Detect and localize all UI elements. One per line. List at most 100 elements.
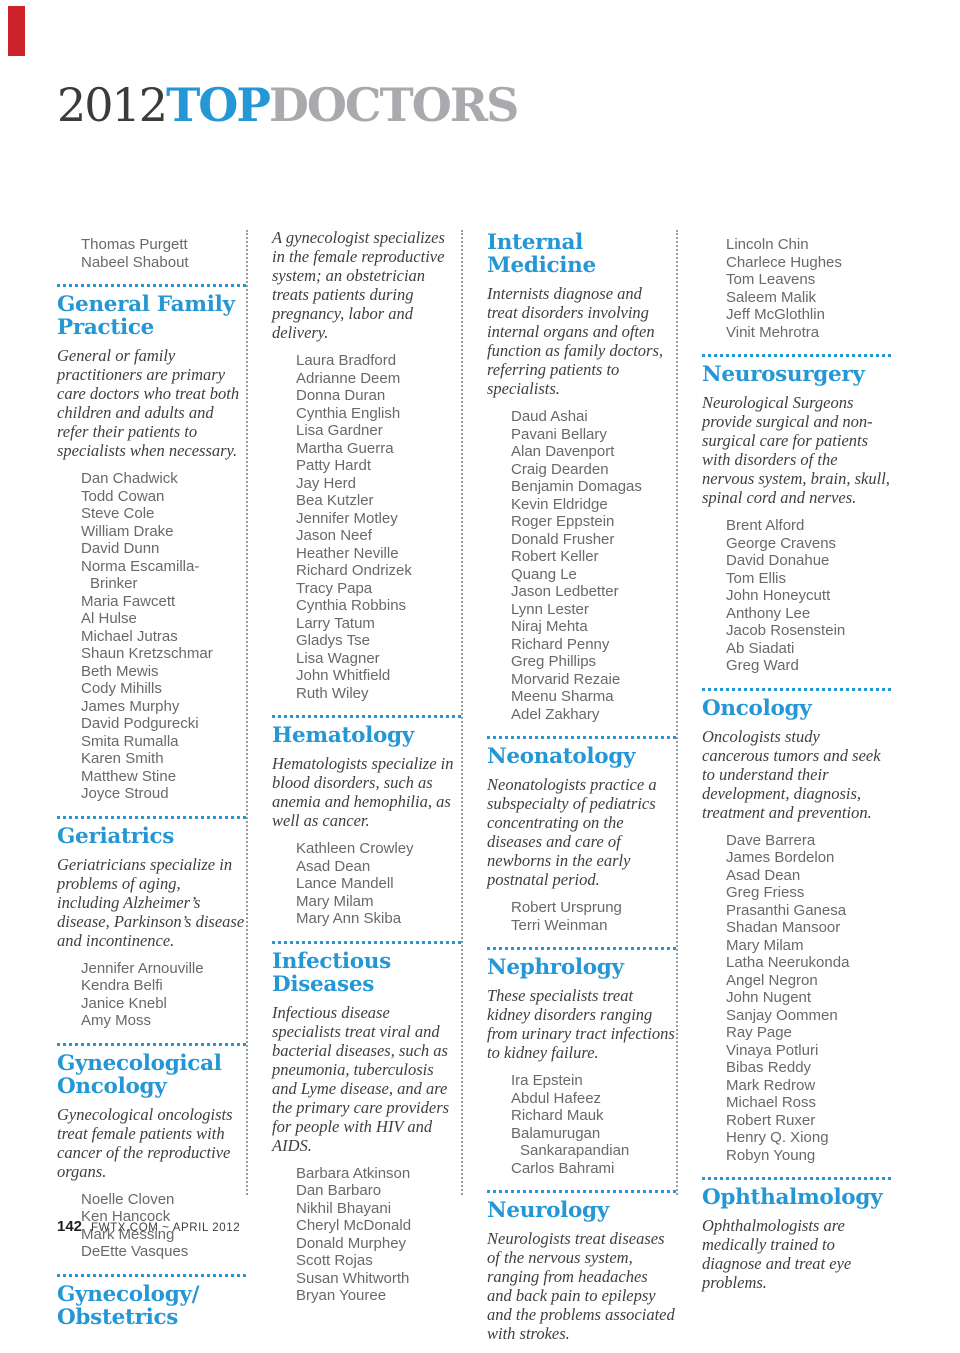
page-footer: 142 FWTX.COM ~ APRIL 2012: [57, 1218, 240, 1235]
doctor-name: Niraj Mehta: [511, 618, 588, 635]
dotted-separator: [702, 1177, 891, 1180]
section-description: A gynecologist specializes in the female…: [272, 228, 445, 342]
doctor-name: John Whitfield: [296, 667, 391, 684]
column-3: Internal Medicine Internists diagnose and…: [487, 228, 676, 1353]
dotted-separator: [702, 354, 891, 357]
doctor-name: Heather Neville: [296, 544, 399, 562]
dotted-separator: [272, 940, 461, 944]
doctor-name: Benjamin Domagas: [511, 478, 642, 495]
section-heading: Neurosurgery: [702, 362, 865, 387]
doctor-name: Kendra Belfi: [81, 977, 163, 994]
section-description: These specialists treat kidney disorders…: [487, 986, 675, 1062]
doctor-name: Asad Dean: [296, 857, 371, 875]
section-description: Neonatologists practice a subspecialty o…: [487, 775, 657, 889]
doctor-name: Bea Kutzler: [296, 492, 374, 509]
doctor-name: Jacob Rosenstein: [726, 622, 846, 639]
doctor-name-list: Dave Barrera James Bordelon Asad Dean Greg …: [702, 832, 891, 1165]
doctor-name: Ab Siadati: [726, 639, 795, 657]
section-description: Neurological Surgeons provide surgical a…: [702, 393, 890, 507]
doctor-name: John Nugent: [726, 989, 812, 1006]
doctor-name: Tracy Papa: [296, 579, 373, 597]
doctor-name: Donald Murphey: [296, 1234, 407, 1252]
doctor-name: Craig Dearden: [511, 460, 609, 478]
doctor-name: James Bordelon: [726, 849, 835, 866]
doctor-name: Saleem Malik: [726, 288, 817, 306]
doctor-name: Daud Ashai: [511, 408, 588, 425]
doctor-name: Balamurugan Sankarapandian: [511, 1124, 630, 1160]
red-accent-mark: [8, 6, 25, 56]
section-description: Infectious disease specialists treat vir…: [272, 1002, 450, 1155]
doctor-name: Vinit Mehrotra: [726, 323, 820, 341]
title-year: 2012: [57, 78, 168, 132]
doctor-name: Norma Escamilla-Brinker: [81, 557, 200, 593]
doctor-name-list: Kathleen Crowley Asad Dean Lance Mandell Ma…: [272, 840, 461, 928]
dotted-separator: [57, 284, 246, 287]
doctor-name: Susan Whitworth: [296, 1269, 410, 1287]
section-description: Internists diagnose and treat disorders …: [487, 284, 663, 398]
doctor-name: Mark Redrow: [726, 1076, 816, 1094]
section-description: Neurologists treat diseases of the nervo…: [487, 1229, 675, 1343]
column-divider: [676, 230, 678, 1195]
doctor-name: Donna Duran: [296, 387, 386, 404]
doctor-name: Robert Ruxer: [726, 1111, 816, 1129]
title-doctors: DOCTORS: [268, 78, 519, 132]
doctor-name: Maria Fawcett: [81, 592, 176, 610]
section-heading: Neurology: [487, 1198, 609, 1223]
doctor-name: Michael Ross: [726, 1094, 817, 1111]
dotted-separator: [57, 1273, 246, 1277]
magazine-page: { "masthead": { "year": "2012", "top": "…: [8, 6, 891, 1343]
doctor-name: Lisa Wagner: [296, 649, 380, 667]
doctor-name: George Cravens: [726, 534, 837, 552]
doctor-name: Steve Cole: [81, 505, 155, 522]
doctor-name: Dan Chadwick: [81, 470, 178, 487]
column-divider: [461, 230, 463, 1195]
doctor-name: Richard Penny: [511, 635, 610, 653]
doctor-name: Cynthia English: [296, 404, 401, 422]
doctor-name: Latha Neerukonda: [726, 954, 850, 971]
doctor-name: Amy Moss: [81, 1012, 152, 1029]
doctor-name: Lisa Gardner: [296, 422, 383, 439]
doctor-name-list: Noelle Cloven Ken Hancock Mark Messing DeEt…: [57, 1191, 246, 1261]
doctor-name-list: Laura Bradford Adrianne Deem Donna Duran Cy…: [272, 352, 461, 702]
doctor-name: Noelle Cloven: [81, 1190, 175, 1208]
doctor-name: Adel Zakhary: [511, 705, 600, 723]
doctor-name: Bibas Reddy: [726, 1059, 812, 1076]
doctor-name: Terri Weinman: [511, 916, 608, 934]
section-heading: General Family Practice: [57, 292, 235, 340]
column-divider: [246, 230, 248, 1195]
doctor-name: Morvarid Rezaie: [511, 670, 621, 688]
doctor-name: Lance Mandell: [296, 875, 394, 892]
dotted-separator: [487, 736, 676, 739]
dotted-separator: [702, 687, 891, 691]
doctor-name: Robert Keller: [511, 548, 599, 565]
section-heading: Infectious Diseases: [272, 948, 391, 997]
doctor-name: Bryan Youree: [296, 1287, 387, 1304]
doctor-name: Scott Rojas: [296, 1252, 373, 1269]
section-description: Oncologists study cancerous tumors and s…: [702, 726, 881, 822]
doctor-name-list: Lincoln Chin Charlece Hughes Tom Leavens Sa…: [702, 236, 891, 341]
title-top: TOP: [166, 78, 271, 132]
doctor-name: Quang Le: [511, 565, 577, 583]
doctor-name: Barbara Atkinson: [296, 1164, 411, 1182]
doctor-name: Jason Neef: [296, 527, 372, 544]
doctor-name: Thomas Purgett: [81, 236, 188, 253]
doctor-name: David Dunn: [81, 540, 160, 557]
doctor-name: Anthony Lee: [726, 604, 811, 622]
doctor-name: Angel Negron: [726, 971, 818, 989]
doctor-name: Richard Ondrizek: [296, 562, 412, 579]
doctor-name: Lynn Lester: [511, 600, 589, 618]
doctor-name: Nabeel Shabout: [81, 253, 189, 271]
page-number: 142: [57, 1218, 83, 1235]
doctor-name: Cynthia Robbins: [296, 597, 407, 614]
doctor-name: David Donahue: [726, 552, 830, 569]
doctor-name: Brent Alford: [726, 517, 805, 534]
doctor-name: Dave Barrera: [726, 831, 816, 849]
doctor-name: Joyce Stroud: [81, 785, 169, 802]
doctor-name: Smita Rumalla: [81, 732, 179, 750]
doctor-name: Jennifer Arnouville: [81, 959, 204, 977]
doctor-name: Charlece Hughes: [726, 253, 842, 271]
doctor-name: Cheryl McDonald: [296, 1217, 412, 1234]
section-heading: Ophthalmology: [702, 1185, 883, 1210]
doctor-name: DeEtte Vasques: [81, 1243, 189, 1260]
section-heading: Gynecological Oncology: [57, 1050, 222, 1099]
